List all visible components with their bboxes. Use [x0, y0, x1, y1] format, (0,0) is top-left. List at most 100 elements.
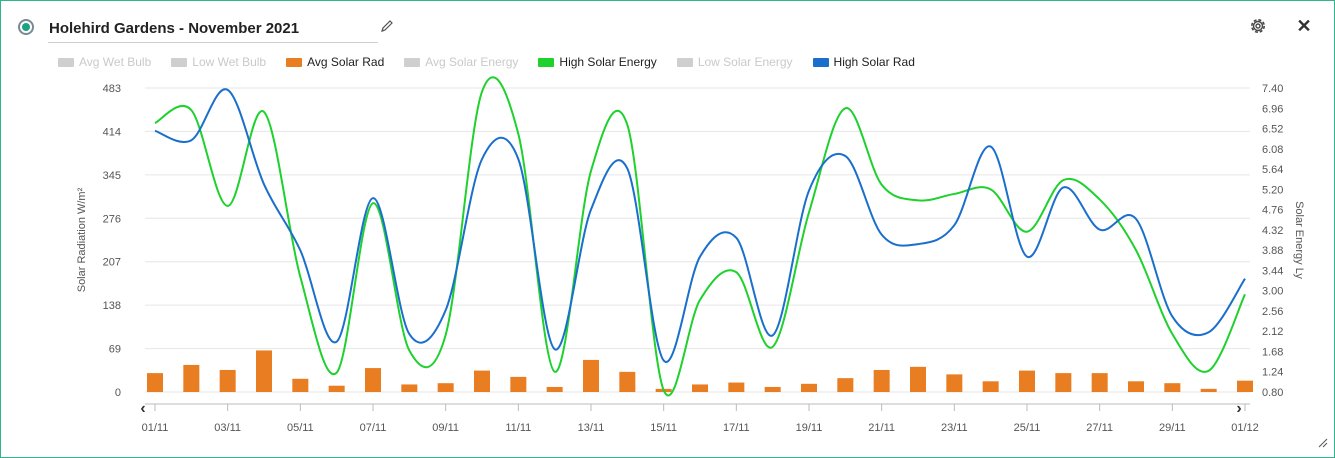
bar-avg-solar-rad [328, 385, 345, 392]
bar-avg-solar-rad [1237, 380, 1253, 392]
bar-avg-solar-rad [764, 386, 781, 392]
pencil-icon[interactable] [380, 19, 394, 33]
chart-legend: Avg Wet Bulb Low Wet Bulb Avg Solar Rad Avg… [58, 54, 935, 70]
legend-label: High Solar Energy [559, 55, 657, 69]
bar-avg-solar-rad [982, 381, 999, 392]
bar-avg-solar-rad [619, 371, 636, 392]
x-tick-label: 21/11 [868, 422, 895, 434]
y-tick-left: 138 [103, 300, 121, 312]
bar-avg-solar-rad [365, 368, 381, 392]
bar-avg-solar-rad [1164, 383, 1181, 392]
y-tick-right: 3.00 [1262, 286, 1283, 298]
y-tick-left: 0 [115, 387, 121, 399]
y-tick-right: 2.12 [1262, 326, 1283, 338]
x-tick-label: 09/11 [432, 422, 459, 434]
bar-avg-solar-rad [1128, 381, 1144, 392]
y-tick-left: 345 [103, 170, 121, 182]
bar-avg-solar-rad [1200, 388, 1217, 392]
radio-selected-icon[interactable] [18, 19, 34, 35]
y-tick-left: 276 [103, 213, 121, 225]
legend-swatch [812, 57, 829, 67]
x-tick-label: 13/11 [578, 422, 605, 434]
legend-item-avg-solar-energy[interactable]: Avg Solar Energy [404, 54, 518, 70]
y-tick-right: 0.80 [1262, 387, 1283, 399]
title-field[interactable]: Holehird Gardens - November 2021 [48, 14, 378, 43]
legend-label: Avg Solar Energy [425, 55, 519, 69]
line-high-solar-rad [154, 88, 1246, 363]
legend-item-high-solar-rad[interactable]: High Solar Rad [812, 54, 915, 70]
y-tick-left: 414 [103, 126, 121, 138]
resize-handle-icon[interactable] [1318, 438, 1328, 448]
y-tick-right: 6.96 [1262, 103, 1283, 115]
x-tick-label: 11/11 [505, 422, 531, 434]
legend-item-low-solar-energy[interactable]: Low Solar Energy [676, 54, 793, 70]
gear-icon[interactable] [1248, 16, 1268, 36]
y-tick-right: 3.88 [1262, 245, 1283, 257]
line-high-solar-energy [154, 76, 1246, 397]
x-tick-label: 19/11 [796, 422, 823, 434]
x-tick-label: 27/11 [1086, 422, 1113, 434]
legend-swatch [171, 57, 188, 67]
y-tick-left: 483 [103, 83, 121, 95]
y-tick-right: 6.52 [1262, 124, 1283, 136]
bar-avg-solar-rad [728, 382, 745, 392]
y-tick-right: 3.44 [1262, 265, 1283, 277]
panel-header: Holehird Gardens - November 2021 ✕ [18, 14, 1328, 44]
legend-label: Avg Wet Bulb [79, 55, 152, 69]
x-tick-label: 07/11 [360, 422, 387, 434]
y-tick-right: 2.56 [1262, 306, 1283, 318]
bar-avg-solar-rad [510, 376, 527, 392]
x-tick-label: 15/11 [650, 422, 677, 434]
legend-item-high-solar-energy[interactable]: High Solar Energy [538, 54, 657, 70]
y-tick-right: 4.76 [1262, 205, 1283, 217]
legend-item-avg-solar-rad[interactable]: Avg Solar Rad [286, 54, 384, 70]
bar-avg-solar-rad [801, 383, 817, 392]
legend-swatch [404, 57, 421, 67]
legend-swatch [676, 57, 693, 67]
bar-avg-solar-rad [147, 373, 163, 392]
legend-label: Avg Solar Rad [307, 55, 385, 69]
bar-avg-solar-rad [837, 378, 854, 392]
legend-label: Low Solar Energy [697, 55, 793, 69]
x-tick-label: 05/11 [287, 422, 314, 434]
bar-avg-solar-rad [873, 369, 890, 392]
bar-avg-solar-rad [1091, 373, 1108, 392]
x-tick-label: 01/11 [142, 422, 169, 434]
x-tick-label: 25/11 [1014, 422, 1041, 434]
bar-avg-solar-rad [583, 359, 599, 392]
bar-avg-solar-rad [910, 366, 926, 392]
chart-next-button[interactable]: › [1236, 400, 1242, 417]
y-tick-right: 5.64 [1262, 164, 1283, 176]
bar-avg-solar-rad [1019, 370, 1035, 392]
legend-label: Low Wet Bulb [192, 55, 267, 69]
y-tick-left: 207 [103, 257, 121, 269]
x-tick-label: 29/11 [1159, 422, 1186, 434]
legend-item-low-wet-bulb[interactable]: Low Wet Bulb [171, 54, 266, 70]
bar-avg-solar-rad [692, 384, 708, 392]
bar-avg-solar-rad [401, 384, 418, 392]
y-tick-right: 7.40 [1262, 83, 1283, 95]
legend-label: High Solar Rad [833, 55, 915, 69]
bar-avg-solar-rad [437, 383, 454, 392]
bar-avg-solar-rad [946, 374, 963, 392]
y-tick-right: 6.08 [1262, 144, 1283, 156]
y-tick-right: 5.20 [1262, 184, 1283, 196]
x-tick-label: 23/11 [941, 422, 968, 434]
bar-avg-solar-rad [219, 369, 236, 392]
y-tick-right: 1.68 [1262, 346, 1283, 358]
legend-swatch [58, 57, 74, 67]
close-icon[interactable]: ✕ [1296, 16, 1312, 36]
page-title: Holehird Gardens - November 2021 [49, 20, 300, 37]
bar-avg-solar-rad [1055, 373, 1072, 392]
legend-item-avg-wet-bulb[interactable]: Avg Wet Bulb [58, 54, 151, 70]
bar-avg-solar-rad [183, 364, 200, 392]
bar-avg-solar-rad [292, 378, 309, 392]
x-tick-label: 01/12 [1231, 422, 1259, 434]
x-tick-label: 03/11 [214, 422, 241, 434]
chart-prev-button[interactable]: ‹ [140, 400, 146, 417]
y-tick-left: 69 [109, 344, 121, 356]
bar-avg-solar-rad [256, 350, 272, 392]
legend-swatch [286, 57, 303, 67]
y-tick-right: 1.24 [1262, 367, 1283, 379]
